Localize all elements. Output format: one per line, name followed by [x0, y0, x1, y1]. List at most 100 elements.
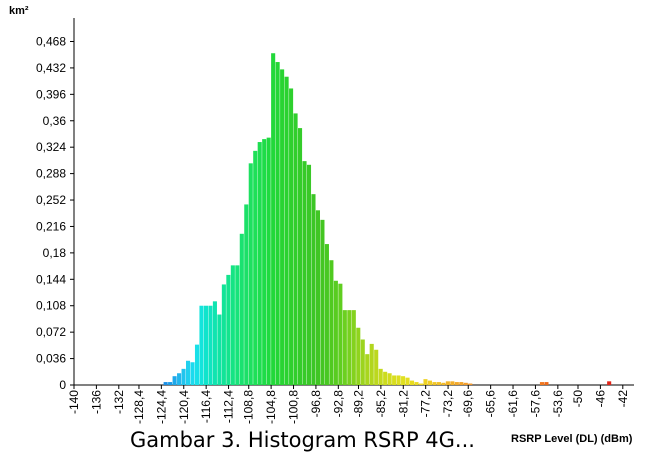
- histogram-bar: [190, 362, 194, 385]
- x-tick-label: -136: [89, 390, 103, 414]
- y-axis: 0 0,036 0,072 0,108 0,144 0,18 0,216 0,252 0,288…: [36, 18, 74, 392]
- histogram-bar: [406, 378, 410, 385]
- histogram-bar: [289, 88, 293, 385]
- histogram-bar: [401, 376, 405, 385]
- x-tick-label: -124,4: [154, 390, 168, 424]
- histogram-bar: [320, 220, 324, 385]
- histogram-bar: [276, 62, 280, 385]
- y-tick-label: 0,468: [36, 34, 66, 48]
- x-tick-label: -108,8: [242, 390, 256, 424]
- histogram-bar: [168, 382, 172, 385]
- histogram-bar: [419, 384, 423, 385]
- x-tick-label: -69,6: [461, 390, 475, 418]
- histogram-bar: [311, 194, 315, 385]
- histogram-bar: [432, 382, 436, 385]
- histogram-bar: [231, 265, 235, 385]
- histogram-bar: [441, 383, 445, 385]
- histogram-bar: [464, 383, 468, 385]
- histogram-bar: [343, 310, 347, 385]
- x-tick-label: -104,8: [264, 390, 278, 424]
- histogram-bar: [334, 281, 338, 385]
- x-tick-label: -77,2: [419, 390, 433, 418]
- histogram-bar: [446, 381, 450, 385]
- histogram-bar: [164, 382, 168, 385]
- histogram-bar: [607, 381, 611, 385]
- y-tick-label: 0,288: [36, 167, 66, 181]
- histogram-bar: [468, 384, 472, 385]
- histogram-bar: [226, 275, 230, 385]
- histogram-bar: [298, 128, 302, 385]
- histogram-bar: [173, 376, 177, 385]
- histogram-bar: [352, 310, 356, 385]
- histogram-bar: [437, 382, 441, 385]
- histogram-bar: [262, 139, 266, 385]
- x-tick-label: -132: [112, 390, 126, 414]
- histogram-bar: [213, 301, 217, 385]
- figure-caption: Gambar 3. Histogram RSRP 4G...: [130, 428, 475, 452]
- histogram-bar: [428, 381, 432, 385]
- x-tick-label: -112,4: [222, 390, 236, 423]
- histogram-bar: [249, 163, 253, 385]
- histogram-bar: [199, 306, 203, 385]
- histogram-bar: [540, 382, 544, 385]
- histogram-bar: [294, 113, 298, 385]
- histogram-bar: [392, 375, 396, 385]
- x-tick-label: -53,6: [551, 390, 565, 418]
- y-tick-label: 0,324: [36, 140, 66, 154]
- y-tick-label: 0,18: [43, 246, 67, 260]
- y-tick-label: 0,072: [36, 325, 66, 339]
- histogram-bar: [235, 265, 239, 385]
- x-tick-label: -50: [571, 390, 585, 408]
- x-tick-label: -61,6: [506, 390, 520, 418]
- y-tick-label: 0,396: [36, 87, 66, 101]
- histogram-bar: [302, 161, 306, 385]
- x-tick-label: -46: [593, 390, 607, 408]
- x-tick-label: -92,8: [331, 390, 345, 418]
- y-tick-label: 0,216: [36, 219, 66, 233]
- y-tick-label: 0,252: [36, 193, 66, 207]
- x-tick-label: -81,2: [396, 390, 410, 418]
- histogram-bar: [388, 373, 392, 385]
- histogram-bar: [186, 361, 190, 385]
- x-tick-label: -140: [67, 390, 81, 414]
- histogram-bar: [325, 244, 329, 385]
- histogram-bar: [244, 204, 248, 385]
- histogram-bar: [397, 375, 401, 385]
- histogram-bar: [338, 284, 342, 385]
- x-tick-label: -89,2: [351, 390, 365, 418]
- histogram-bar: [222, 284, 226, 385]
- x-tick-label: -85,2: [374, 390, 388, 418]
- histogram-bar: [423, 379, 427, 385]
- histogram-bar: [370, 344, 374, 385]
- histogram-bar: [204, 306, 208, 385]
- x-tick-label: -57,6: [528, 390, 542, 418]
- histogram-bar: [383, 372, 387, 385]
- histogram-bar: [182, 369, 186, 385]
- x-tick-label: -116,4: [199, 390, 213, 423]
- y-tick-label: 0,144: [36, 272, 66, 286]
- histogram-bar: [240, 234, 244, 385]
- y-tick-label: 0,108: [36, 299, 66, 313]
- histogram-bar: [285, 77, 289, 385]
- x-tick-label: -96,8: [309, 390, 323, 418]
- x-tick-label: -42: [616, 390, 630, 408]
- histogram-bar: [253, 151, 257, 385]
- histogram-bar: [307, 165, 311, 385]
- y-tick-label: 0: [59, 378, 66, 392]
- histogram-bar: [365, 354, 369, 385]
- histogram-bar: [280, 69, 284, 385]
- histogram-bar: [455, 382, 459, 385]
- histogram-bar: [450, 381, 454, 385]
- x-axis: -140 -136 -132 -128,4 -124,4 -120,4 -116,4 -112…: [67, 385, 634, 424]
- histogram-bar: [459, 382, 463, 385]
- y-tick-label: 0,036: [36, 352, 66, 366]
- x-tick-label: -100,8: [287, 390, 301, 424]
- x-tick-label: -73,2: [441, 390, 455, 418]
- histogram-bar: [195, 345, 199, 385]
- histogram-bar: [177, 373, 181, 385]
- x-axis-unit-label: RSRP Level (DL) (dBm): [511, 433, 633, 445]
- histogram-bar: [208, 306, 212, 385]
- y-tick-label: 0,36: [43, 114, 67, 128]
- histogram-bar: [258, 142, 262, 385]
